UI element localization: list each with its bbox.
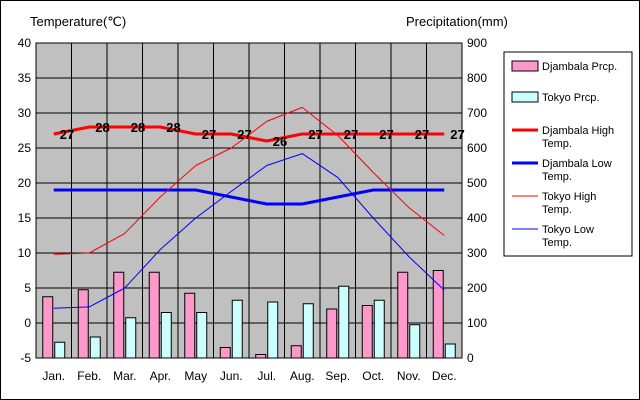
bar-djambala-prcp [361, 305, 373, 359]
x-month-label: Nov. [397, 369, 421, 383]
y-left-axis-label: Temperature(℃) [30, 14, 126, 29]
bar-tokyo-prcp [160, 312, 172, 359]
y-right-tick: 0 [467, 351, 474, 365]
temp-lines [53, 106, 445, 309]
bar-tokyo-prcp [267, 301, 279, 359]
legend-label: Tokyo High Temp. [542, 191, 596, 216]
x-month-ticks: Jan. Feb. Mar. Apr. May Jun. Jul. Aug. Sep. Oct. N… [42, 369, 456, 383]
bar-tokyo-prcp [89, 336, 101, 359]
series-line-0 [53, 125, 445, 143]
x-month-label: Dec. [432, 369, 457, 383]
data-label: 28 [166, 120, 180, 135]
bar-djambala-prcp [77, 289, 89, 359]
bar-djambala-prcp [290, 345, 302, 359]
x-month-label: Oct. [362, 369, 384, 383]
data-label: 27 [415, 127, 429, 142]
y-left-tick: 0 [24, 316, 31, 330]
y-left-tick: 40 [18, 36, 32, 50]
precip-bars [42, 270, 456, 359]
bar-tokyo-prcp [196, 312, 208, 359]
data-label: 27 [237, 127, 251, 142]
y-left-tick: -5 [20, 351, 31, 365]
series-line-1 [53, 188, 445, 206]
data-label: 27 [344, 127, 358, 142]
grid-lines [36, 43, 462, 358]
legend-swatch [511, 60, 539, 72]
y-left-tick: 5 [24, 281, 31, 295]
y-left-tick: 25 [18, 141, 32, 155]
legend-box [503, 51, 633, 257]
data-labels: 27 28 28 28 27 27 26 27 27 27 27 27 [60, 120, 465, 149]
bar-djambala-prcp [113, 271, 125, 359]
data-label: 27 [60, 127, 74, 142]
legend-label: Tokyo Low Temp. [542, 224, 594, 249]
data-label: 28 [131, 120, 145, 135]
data-label: 28 [95, 120, 109, 135]
x-month-label: Feb. [77, 369, 101, 383]
bar-djambala-prcp [42, 296, 54, 359]
legend-label: Tokyo Prcp. [542, 92, 599, 104]
y-left-tick: 30 [18, 106, 32, 120]
data-label: 27 [202, 127, 216, 142]
data-label: 27 [450, 127, 464, 142]
data-label: 26 [273, 134, 287, 149]
bar-djambala-prcp [148, 271, 160, 359]
y-right-axis-label: Precipitation(mm) [406, 14, 508, 29]
y-left-tick: 15 [18, 211, 32, 225]
bar-tokyo-prcp [231, 299, 243, 359]
bar-djambala-prcp [255, 354, 267, 359]
legend: Djambala Prcp. Tokyo Prcp. Djambala High Te… [503, 51, 633, 257]
bar-tokyo-prcp [125, 317, 137, 359]
legend-label: Djambala Low Temp. [542, 158, 612, 183]
bar-tokyo-prcp [338, 285, 350, 359]
y-right-ticks: 900 800 700 600 500 400 300 200 100 0 [467, 36, 487, 365]
x-month-label: Jan. [42, 369, 65, 383]
bar-tokyo-prcp [302, 303, 314, 359]
bar-djambala-prcp [397, 271, 409, 359]
y-right-tick: 300 [467, 246, 487, 260]
x-month-label: Jun. [220, 369, 243, 383]
y-right-tick: 900 [467, 36, 487, 50]
x-month-label: Sep. [325, 369, 350, 383]
data-label: 27 [379, 127, 393, 142]
y-right-tick: 100 [467, 316, 487, 330]
series-line-3 [53, 153, 445, 309]
bar-tokyo-prcp [444, 343, 456, 359]
legend-swatch [511, 91, 539, 103]
series-line-2 [53, 106, 445, 255]
y-right-tick: 500 [467, 176, 487, 190]
bar-djambala-prcp [432, 270, 444, 359]
x-month-label: Apr. [150, 369, 171, 383]
y-right-tick: 600 [467, 141, 487, 155]
y-left-tick: 20 [18, 176, 32, 190]
bar-djambala-prcp [219, 347, 231, 359]
y-right-tick: 200 [467, 281, 487, 295]
legend-label: Djambala High Temp. [542, 125, 614, 150]
bar-tokyo-prcp [409, 324, 421, 359]
y-right-tick: 800 [467, 71, 487, 85]
y-left-tick: 10 [18, 246, 32, 260]
x-month-label: Aug. [290, 369, 315, 383]
bar-tokyo-prcp [54, 341, 66, 359]
y-right-tick: 700 [467, 106, 487, 120]
bar-djambala-prcp [184, 292, 196, 359]
x-month-label: May [184, 369, 207, 383]
legend-label: Djambala Prcp. [542, 61, 617, 73]
y-left-ticks: 40 35 30 25 20 15 10 5 0 -5 [18, 36, 32, 365]
y-left-tick: 35 [18, 71, 32, 85]
bar-djambala-prcp [326, 308, 338, 359]
x-month-label: Jul. [257, 369, 276, 383]
data-label: 27 [308, 127, 322, 142]
x-month-label: Mar. [113, 369, 136, 383]
y-right-tick: 400 [467, 211, 487, 225]
bar-tokyo-prcp [373, 299, 385, 359]
